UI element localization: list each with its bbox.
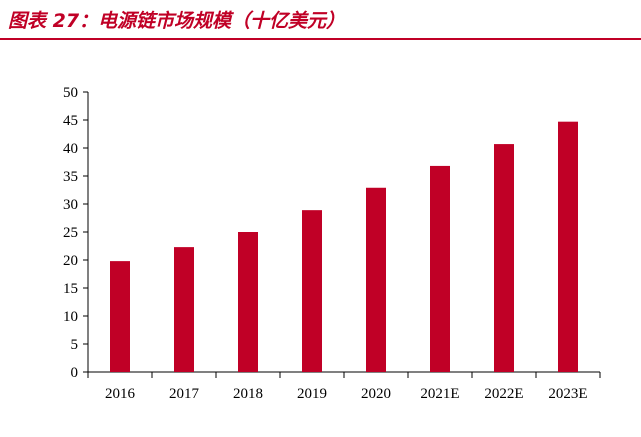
x-tick-label: 2020 bbox=[361, 386, 391, 402]
bar-2017 bbox=[174, 247, 194, 372]
x-tick-label: 2018 bbox=[233, 386, 263, 402]
bar-2022E bbox=[494, 144, 514, 372]
chart-title: 图表 27：电源链市场规模（十亿美元） bbox=[8, 10, 346, 32]
x-tick-label: 2017 bbox=[169, 386, 200, 402]
y-tick-label: 25 bbox=[63, 225, 78, 241]
y-tick-label: 40 bbox=[63, 141, 78, 157]
x-tick-label: 2019 bbox=[297, 386, 327, 402]
x-tick-label: 2016 bbox=[105, 386, 136, 402]
bar-2021E bbox=[430, 165, 450, 372]
y-tick-label: 30 bbox=[63, 197, 78, 213]
x-tick-label: 2023E bbox=[548, 386, 587, 402]
x-axis: 2016 2017 2018 2019 2020 2021E 2022E 2023E bbox=[87, 371, 601, 402]
bar-2023E bbox=[558, 121, 578, 373]
bar-2019 bbox=[302, 210, 322, 372]
y-tick-label: 15 bbox=[63, 281, 78, 297]
bar-2020 bbox=[366, 187, 386, 372]
y-tick-label: 5 bbox=[71, 337, 79, 353]
y-axis: 0 5 10 15 20 25 30 35 40 45 50 bbox=[63, 85, 89, 381]
bar-2016 bbox=[110, 261, 130, 372]
x-tick-label: 2021E bbox=[420, 386, 459, 402]
y-tick-label: 10 bbox=[63, 309, 78, 325]
y-tick-label: 45 bbox=[63, 113, 78, 129]
bar-2018 bbox=[238, 232, 258, 372]
bars-group bbox=[110, 121, 578, 373]
title-divider bbox=[0, 38, 641, 40]
y-tick-label: 0 bbox=[71, 365, 79, 381]
y-tick-label: 50 bbox=[63, 85, 78, 101]
y-tick-label: 20 bbox=[63, 253, 78, 269]
y-tick-label: 35 bbox=[63, 169, 78, 185]
x-tick-label: 2022E bbox=[484, 386, 523, 402]
